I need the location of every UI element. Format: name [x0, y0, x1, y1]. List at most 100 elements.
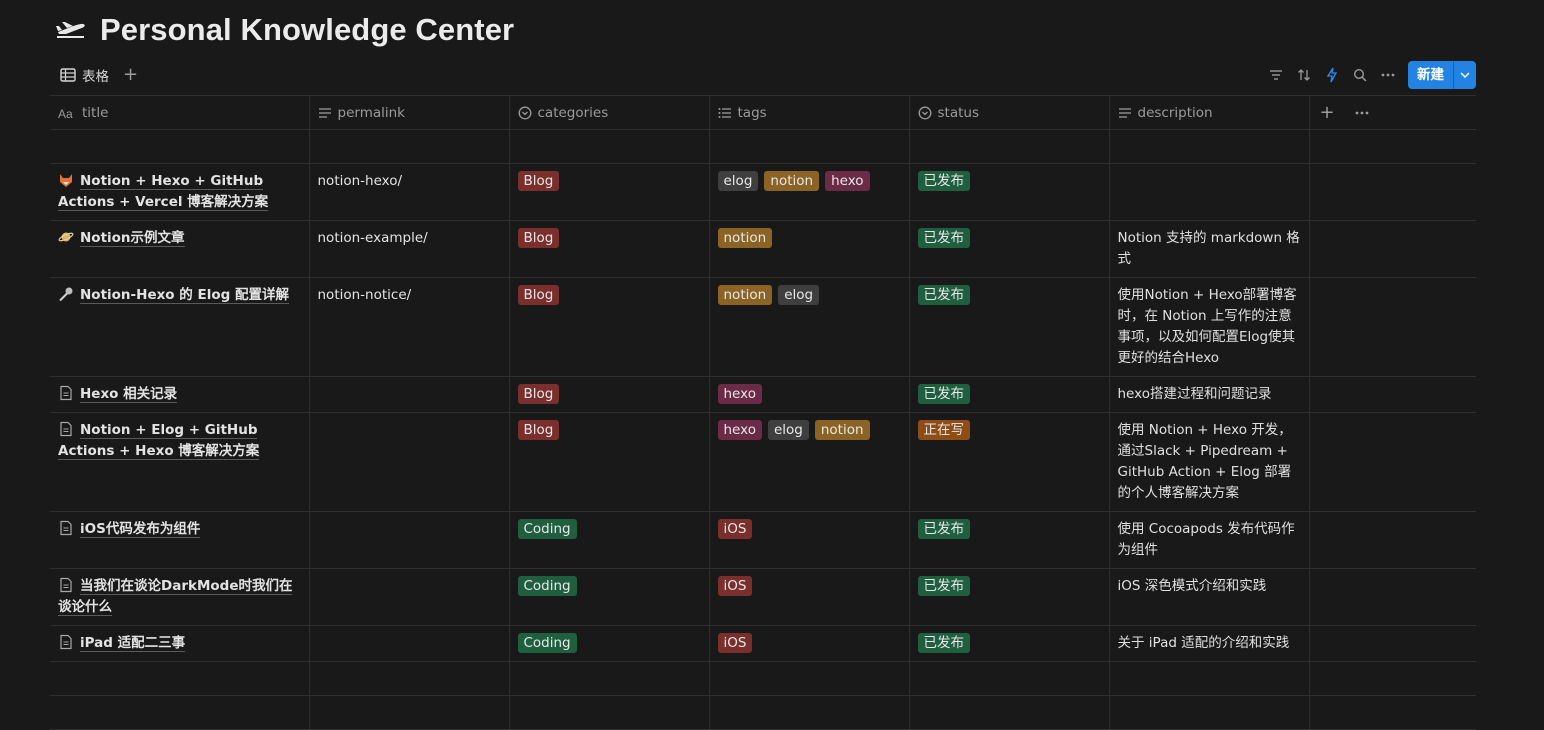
new-button[interactable]: 新建: [1408, 61, 1476, 89]
cell-permalink[interactable]: [308, 511, 510, 569]
cell-categories[interactable]: Blog: [508, 277, 710, 377]
cell-categories[interactable]: Coding: [508, 568, 710, 626]
cell-status[interactable]: 已发布: [908, 163, 1110, 221]
cell-status[interactable]: 已发布: [908, 511, 1110, 569]
status-badge: 已发布: [917, 171, 970, 191]
tab-table[interactable]: 表格: [60, 65, 109, 85]
cell-categories[interactable]: Coding: [508, 511, 710, 569]
database-table: Aa title permalink categories: [50, 95, 1476, 730]
new-dropdown[interactable]: [1453, 61, 1476, 89]
table-row[interactable]: iOS代码发布为组件 Coding iOS 已发布 使用 Cocoapods 发布代码作…: [50, 511, 1476, 569]
cell-title[interactable]: Notion示例文章: [50, 220, 310, 278]
add-property-button[interactable]: +: [1319, 102, 1335, 123]
more-button[interactable]: [1374, 61, 1402, 89]
cell-title[interactable]: 当我们在谈论DarkMode时我们在谈论什么: [50, 568, 310, 626]
cell-description[interactable]: iOS 深色模式介绍和实践: [1108, 568, 1310, 626]
row-title[interactable]: 当我们在谈论DarkMode时我们在谈论什么: [58, 578, 293, 616]
tag-chip: hexo: [825, 171, 870, 191]
cell-permalink[interactable]: [308, 625, 510, 662]
cell-permalink[interactable]: notion-example/: [308, 220, 510, 278]
cell-tags[interactable]: hexo: [708, 376, 910, 413]
cell-title[interactable]: Notion + Hexo + GitHub Actions + Vercel …: [50, 163, 310, 221]
cell-title[interactable]: Notion-Hexo 的 Elog 配置详解: [50, 277, 310, 377]
cell-empty: [1308, 412, 1476, 512]
column-header-categories[interactable]: categories: [508, 95, 710, 130]
cell-permalink[interactable]: [308, 568, 510, 626]
more-icon[interactable]: [1355, 111, 1369, 115]
cell-permalink[interactable]: notion-notice/: [308, 277, 510, 377]
cell-title[interactable]: iOS代码发布为组件: [50, 511, 310, 569]
cell-categories[interactable]: Blog: [508, 376, 710, 413]
table-row[interactable]: Notion示例文章 notion-example/Blog notion 已发布 No…: [50, 220, 1476, 278]
column-header-actions: +: [1308, 95, 1476, 130]
table-row[interactable]: Notion + Hexo + GitHub Actions + Vercel …: [50, 163, 1476, 221]
column-header-permalink[interactable]: permalink: [308, 95, 510, 130]
filter-button[interactable]: [1262, 61, 1290, 89]
cell-tags[interactable]: iOS: [708, 625, 910, 662]
column-header-title[interactable]: Aa title: [50, 95, 310, 130]
cell-categories[interactable]: Blog: [508, 220, 710, 278]
cell-tags[interactable]: notion: [708, 220, 910, 278]
cell-status[interactable]: 正在写: [908, 412, 1110, 512]
table-row[interactable]: Notion-Hexo 的 Elog 配置详解 notion-notice/Blo…: [50, 277, 1476, 377]
tag-chip: elog: [778, 285, 820, 305]
cell-status[interactable]: 已发布: [908, 277, 1110, 377]
page-icon: [60, 385, 72, 401]
cell-tags[interactable]: iOS: [708, 568, 910, 626]
cell-tags[interactable]: elog notion hexo: [708, 163, 910, 221]
cell-categories[interactable]: Blog: [508, 412, 710, 512]
cell-tags[interactable]: hexo elog notion: [708, 412, 910, 512]
automation-button[interactable]: [1318, 61, 1346, 89]
cell-description[interactable]: 使用Notion + Hexo部署博客时，在 Notion 上写作的注意事项，以…: [1108, 277, 1310, 377]
empty-row[interactable]: [50, 661, 1476, 696]
description-text: 使用 Notion + Hexo 开发，通过Slack + Pipedream …: [1117, 422, 1292, 501]
row-title[interactable]: iPad 适配二三事: [80, 635, 186, 652]
row-title[interactable]: Notion示例文章: [80, 230, 185, 247]
cell-status[interactable]: 已发布: [908, 376, 1110, 413]
cell-description[interactable]: Notion 支持的 markdown 格式: [1108, 220, 1310, 278]
empty-row[interactable]: [50, 695, 1476, 730]
new-button-label: 新建: [1417, 67, 1444, 83]
row-title[interactable]: iOS代码发布为组件: [80, 521, 201, 538]
cell-categories[interactable]: Coding: [508, 625, 710, 662]
tag-chip: iOS: [717, 576, 753, 596]
row-title[interactable]: Notion + Hexo + GitHub Actions + Vercel …: [58, 173, 269, 211]
cell-empty: [1308, 625, 1476, 662]
cell-permalink[interactable]: notion-hexo/: [308, 163, 510, 221]
cell-status[interactable]: 已发布: [908, 625, 1110, 662]
cell-title[interactable]: iPad 适配二三事: [50, 625, 310, 662]
cell-tags[interactable]: iOS: [708, 511, 910, 569]
cell-status[interactable]: 已发布: [908, 220, 1110, 278]
empty-row[interactable]: [50, 129, 1476, 164]
cell-status[interactable]: 已发布: [908, 568, 1110, 626]
table-row[interactable]: Notion + Elog + GitHub Actions + Hexo 博客…: [50, 412, 1476, 512]
tag-chip: notion: [814, 420, 870, 440]
row-title[interactable]: Notion + Elog + GitHub Actions + Hexo 博客…: [58, 422, 260, 460]
cell-title[interactable]: Hexo 相关记录: [50, 376, 310, 413]
cell-description[interactable]: 关于 iPad 适配的介绍和实践: [1108, 625, 1310, 662]
table-row[interactable]: iPad 适配二三事 Coding iOS 已发布 关于 iPad 适配的介绍和实践: [50, 625, 1476, 662]
cell-categories[interactable]: Blog: [508, 163, 710, 221]
row-title[interactable]: Hexo 相关记录: [80, 386, 178, 403]
tag-chip: notion: [717, 228, 773, 248]
cell-title[interactable]: Notion + Elog + GitHub Actions + Hexo 博客…: [50, 412, 310, 512]
cell-description[interactable]: 使用 Notion + Hexo 开发，通过Slack + Pipedream …: [1108, 412, 1310, 512]
sort-button[interactable]: [1290, 61, 1318, 89]
cell-description[interactable]: [1108, 163, 1310, 221]
cell-permalink[interactable]: [308, 376, 510, 413]
list-icon: [718, 107, 731, 118]
cell-description[interactable]: hexo搭建过程和问题记录: [1108, 376, 1310, 413]
column-header-status[interactable]: status: [908, 95, 1110, 130]
status-badge: 已发布: [917, 576, 970, 596]
cell-tags[interactable]: notion elog: [708, 277, 910, 377]
cell-description[interactable]: 使用 Cocoapods 发布代码作为组件: [1108, 511, 1310, 569]
row-title[interactable]: Notion-Hexo 的 Elog 配置详解: [80, 287, 289, 304]
add-view-button[interactable]: +: [123, 64, 139, 85]
column-header-tags[interactable]: tags: [708, 95, 910, 130]
table-row[interactable]: 当我们在谈论DarkMode时我们在谈论什么 Coding iOS 已发布 iOS 深色…: [50, 568, 1476, 626]
search-button[interactable]: [1346, 61, 1374, 89]
cell-permalink[interactable]: [308, 412, 510, 512]
column-label: status: [937, 104, 979, 121]
column-header-description[interactable]: description: [1108, 95, 1310, 130]
table-row[interactable]: Hexo 相关记录 Blog hexo 已发布 hexo搭建过程和问题记录: [50, 376, 1476, 413]
